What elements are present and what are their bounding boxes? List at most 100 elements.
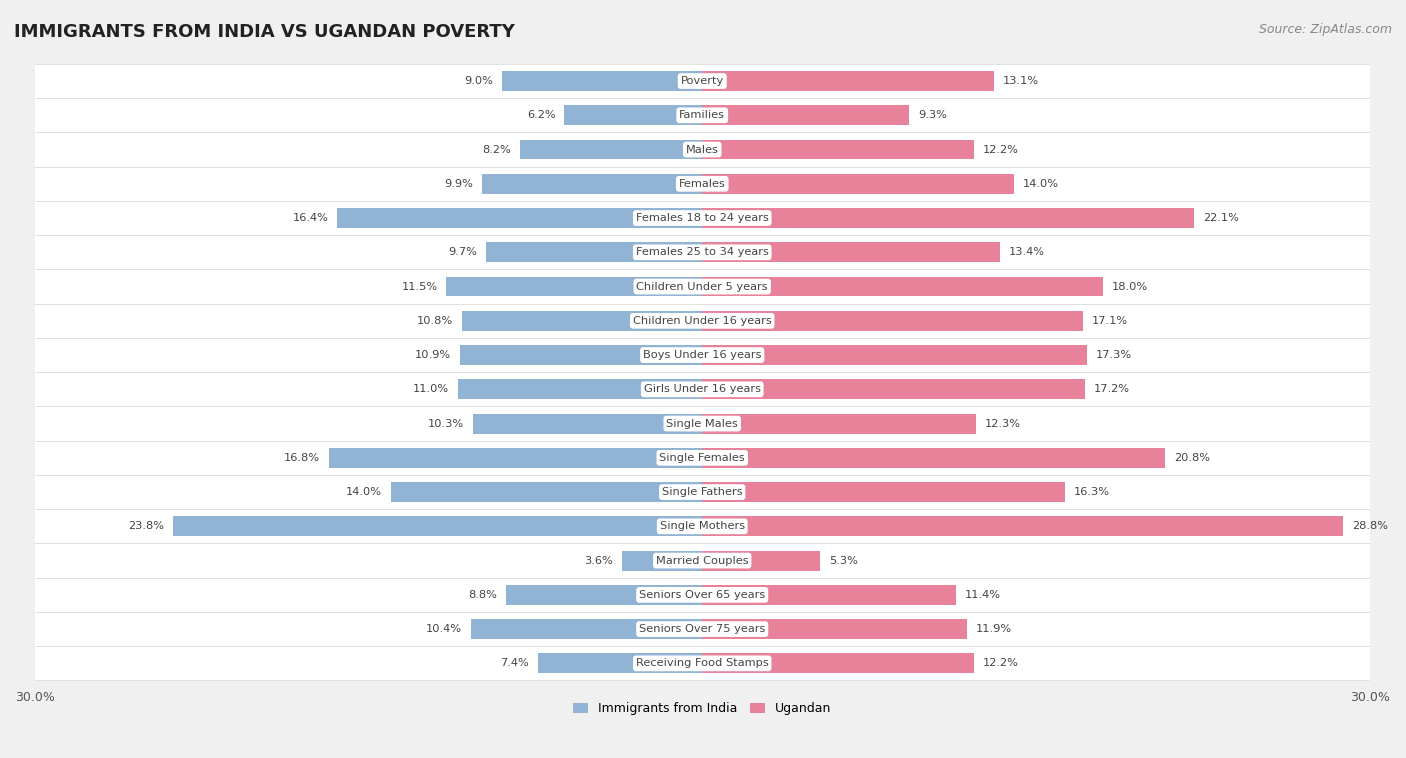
Text: 8.2%: 8.2% [482,145,510,155]
FancyBboxPatch shape [0,578,1406,612]
Text: 16.3%: 16.3% [1074,487,1109,497]
Bar [702,208,1194,228]
Text: 16.4%: 16.4% [292,213,329,223]
Text: 10.3%: 10.3% [427,418,464,428]
Text: Single Females: Single Females [659,453,745,463]
FancyBboxPatch shape [0,269,1406,304]
FancyBboxPatch shape [0,235,1406,269]
Text: 9.0%: 9.0% [464,76,494,86]
Text: Families: Families [679,110,725,121]
FancyBboxPatch shape [0,647,1406,681]
Text: 11.9%: 11.9% [976,624,1012,634]
Text: 6.2%: 6.2% [527,110,555,121]
Bar [474,414,702,434]
FancyBboxPatch shape [0,509,1406,543]
FancyBboxPatch shape [0,201,1406,235]
Text: 11.0%: 11.0% [412,384,449,394]
Text: 17.2%: 17.2% [1094,384,1129,394]
FancyBboxPatch shape [0,440,1406,475]
Text: Females 25 to 34 years: Females 25 to 34 years [636,247,769,257]
Bar [702,653,973,673]
Text: 17.1%: 17.1% [1091,316,1128,326]
Bar [564,105,702,125]
Bar [486,243,702,262]
Text: Married Couples: Married Couples [657,556,748,565]
Text: Males: Males [686,145,718,155]
Text: 12.3%: 12.3% [984,418,1021,428]
Text: IMMIGRANTS FROM INDIA VS UGANDAN POVERTY: IMMIGRANTS FROM INDIA VS UGANDAN POVERTY [14,23,515,41]
FancyBboxPatch shape [0,372,1406,406]
Text: 14.0%: 14.0% [1022,179,1059,189]
Bar [702,243,1000,262]
Text: 7.4%: 7.4% [501,659,529,669]
Text: 3.6%: 3.6% [585,556,613,565]
Bar [520,139,702,159]
Bar [463,311,702,330]
Text: Females 18 to 24 years: Females 18 to 24 years [636,213,769,223]
Bar [447,277,702,296]
Text: 17.3%: 17.3% [1095,350,1132,360]
Text: Girls Under 16 years: Girls Under 16 years [644,384,761,394]
FancyBboxPatch shape [0,167,1406,201]
Text: 28.8%: 28.8% [1351,522,1388,531]
Bar [391,482,702,502]
Text: 5.3%: 5.3% [830,556,858,565]
Text: 12.2%: 12.2% [983,659,1018,669]
Text: 22.1%: 22.1% [1202,213,1239,223]
Bar [702,585,956,605]
Bar [623,550,702,571]
Legend: Immigrants from India, Ugandan: Immigrants from India, Ugandan [574,702,831,715]
Text: 20.8%: 20.8% [1174,453,1209,463]
Bar [702,448,1166,468]
Bar [537,653,702,673]
Text: Single Mothers: Single Mothers [659,522,745,531]
Bar [329,448,702,468]
FancyBboxPatch shape [0,64,1406,98]
Bar [457,380,702,399]
Bar [702,345,1087,365]
Text: 11.5%: 11.5% [402,281,437,292]
Text: 18.0%: 18.0% [1112,281,1147,292]
FancyBboxPatch shape [0,98,1406,133]
Text: 13.1%: 13.1% [1002,76,1039,86]
Text: Females: Females [679,179,725,189]
Text: 10.8%: 10.8% [418,316,453,326]
Text: Source: ZipAtlas.com: Source: ZipAtlas.com [1258,23,1392,36]
Text: Boys Under 16 years: Boys Under 16 years [643,350,762,360]
Bar [702,139,973,159]
Bar [702,311,1083,330]
Text: 16.8%: 16.8% [284,453,319,463]
Bar [482,174,702,194]
Bar [702,174,1014,194]
Bar [502,71,702,91]
Bar [337,208,702,228]
Bar [702,105,910,125]
Bar [702,550,820,571]
Text: 9.3%: 9.3% [918,110,946,121]
Text: 10.9%: 10.9% [415,350,451,360]
Bar [702,414,976,434]
FancyBboxPatch shape [0,406,1406,440]
Text: Seniors Over 65 years: Seniors Over 65 years [640,590,765,600]
Bar [460,345,702,365]
Bar [702,71,994,91]
Bar [702,482,1064,502]
Text: Children Under 5 years: Children Under 5 years [637,281,768,292]
Bar [702,277,1102,296]
Text: Seniors Over 75 years: Seniors Over 75 years [640,624,765,634]
FancyBboxPatch shape [0,338,1406,372]
Text: Single Fathers: Single Fathers [662,487,742,497]
Text: 23.8%: 23.8% [128,522,165,531]
FancyBboxPatch shape [0,612,1406,647]
Text: Poverty: Poverty [681,76,724,86]
FancyBboxPatch shape [0,304,1406,338]
Text: 9.9%: 9.9% [444,179,474,189]
Text: Receiving Food Stamps: Receiving Food Stamps [636,659,769,669]
Bar [702,380,1085,399]
Text: 13.4%: 13.4% [1010,247,1045,257]
Bar [702,516,1343,536]
FancyBboxPatch shape [0,543,1406,578]
Text: 11.4%: 11.4% [965,590,1001,600]
Bar [471,619,702,639]
Text: 10.4%: 10.4% [426,624,463,634]
